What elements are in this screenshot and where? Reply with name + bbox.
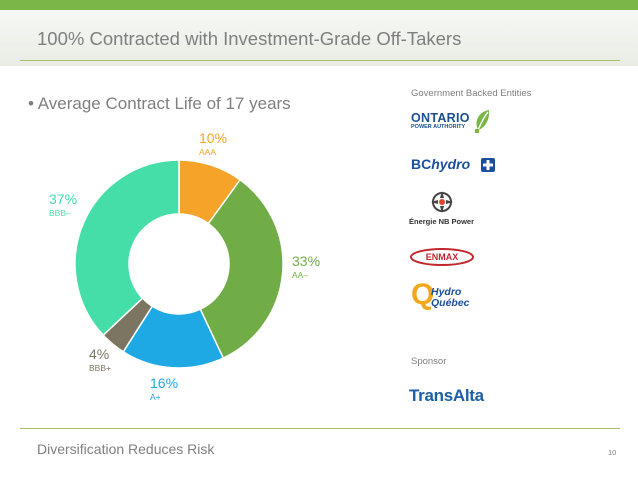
leaf-plug-icon bbox=[475, 110, 490, 133]
title-divider bbox=[20, 60, 620, 61]
slice-percent-label: 10% bbox=[199, 130, 227, 146]
slice-rating-label: AAA bbox=[199, 147, 216, 157]
donut-labels: 10%AAA 33%AA– 16%A+ 4%BBB+ 37%BBB– bbox=[49, 130, 320, 402]
slice-rating-label: BBB+ bbox=[89, 363, 111, 373]
slice-percent-label: 16% bbox=[150, 375, 178, 391]
nb-power-logo-text: Énergie NB Power bbox=[409, 217, 475, 226]
bc-text: BC bbox=[411, 156, 432, 172]
hydro-quebec-line1: Hydro bbox=[431, 286, 462, 298]
enmax-logo: ENMAX bbox=[410, 248, 474, 266]
slice-rating-label: BBB– bbox=[49, 208, 71, 218]
top-accent-bar bbox=[0, 0, 638, 10]
nb-power-emblem-icon bbox=[431, 191, 453, 213]
page-number: 10 bbox=[608, 448, 617, 457]
ontario-logo-line2: POWER AUTHORITY bbox=[411, 124, 466, 130]
bc-hydro-emblem-icon bbox=[481, 158, 495, 172]
hydro-quebec-q-icon: Q bbox=[411, 278, 435, 311]
ontario-power-authority-logo: ONTARIO POWER AUTHORITY bbox=[411, 112, 470, 131]
government-heading: Government Backed Entities bbox=[411, 88, 532, 99]
footer-text: Diversification Reduces Risk bbox=[37, 441, 215, 457]
enmax-logo-text: ENMAX bbox=[426, 252, 459, 262]
donut-slices bbox=[74, 159, 284, 369]
slice-percent-label: 37% bbox=[49, 191, 77, 207]
hydro-text: hydro bbox=[431, 156, 471, 172]
contract-life-bullet: • Average Contract Life of 17 years bbox=[28, 94, 291, 113]
slice-bbb bbox=[74, 159, 180, 337]
bc-hydro-logo: BChydro bbox=[411, 156, 470, 174]
title-band bbox=[0, 10, 638, 66]
sponsor-heading: Sponsor bbox=[411, 356, 447, 367]
slide-title: 100% Contracted with Investment-Grade Of… bbox=[37, 28, 462, 49]
footer-divider bbox=[20, 428, 620, 429]
ontario-logo-line1: ONTARIO bbox=[411, 111, 470, 125]
hydro-quebec-logo: Hydro Québec bbox=[431, 287, 470, 309]
slice-percent-label: 33% bbox=[292, 253, 320, 269]
slice-percent-label: 4% bbox=[89, 346, 109, 362]
slice-aa bbox=[199, 178, 284, 360]
slice-rating-label: AA– bbox=[292, 270, 308, 280]
transalta-logo: TransAlta bbox=[409, 386, 484, 405]
hydro-quebec-line2: Québec bbox=[431, 297, 470, 309]
slice-rating-label: A+ bbox=[150, 392, 161, 402]
